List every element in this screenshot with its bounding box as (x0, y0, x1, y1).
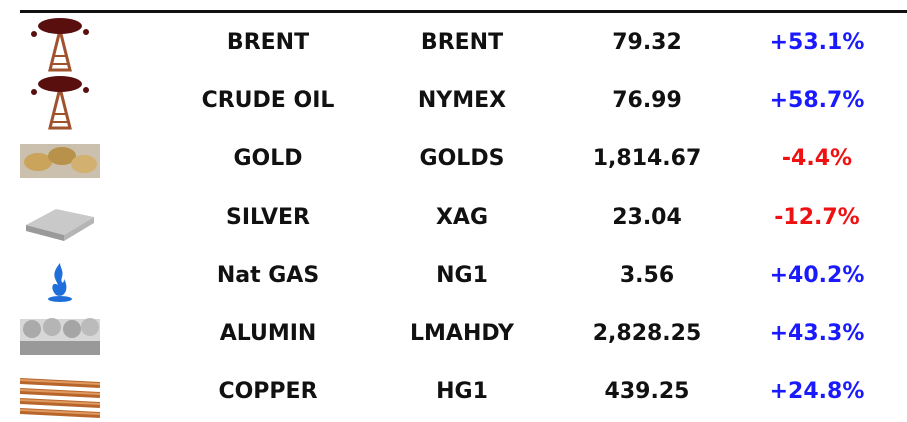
commodity-name: ALUMIN (168, 305, 368, 363)
price: 3.56 (557, 247, 737, 305)
commodity-icon (20, 365, 100, 421)
price: 1,814.67 (557, 130, 737, 188)
commodity-name: Nat GAS (168, 247, 368, 305)
commodity-icon (20, 191, 100, 247)
commodity-table: BRENTBRENT79.32+53.1%CRUDE OILNYMEX76.99… (0, 0, 907, 422)
ticker: GOLDS (372, 130, 552, 188)
ticker: BRENT (372, 14, 552, 72)
price: 76.99 (557, 72, 737, 130)
commodity-name: GOLD (168, 130, 368, 188)
price: 23.04 (557, 189, 737, 247)
change: +58.7% (742, 72, 892, 130)
commodity-icon (20, 307, 100, 363)
change: -12.7% (742, 189, 892, 247)
commodity-icon (20, 16, 100, 72)
ticker: LMAHDY (372, 305, 552, 363)
top-rule (20, 10, 907, 13)
change: +43.3% (742, 305, 892, 363)
price: 79.32 (557, 14, 737, 72)
change: -4.4% (742, 130, 892, 188)
ticker: NYMEX (372, 72, 552, 130)
commodity-name: BRENT (168, 14, 368, 72)
commodity-name: SILVER (168, 189, 368, 247)
commodity-icon (20, 132, 100, 188)
change: +40.2% (742, 247, 892, 305)
ticker: XAG (372, 189, 552, 247)
change: +24.8% (742, 363, 892, 421)
commodity-name: COPPER (168, 363, 368, 421)
price: 2,828.25 (557, 305, 737, 363)
commodity-name: CRUDE OIL (168, 72, 368, 130)
ticker: NG1 (372, 247, 552, 305)
price: 439.25 (557, 363, 737, 421)
commodity-icon (20, 74, 100, 130)
ticker: HG1 (372, 363, 552, 421)
change: +53.1% (742, 14, 892, 72)
commodity-icon (20, 249, 100, 305)
